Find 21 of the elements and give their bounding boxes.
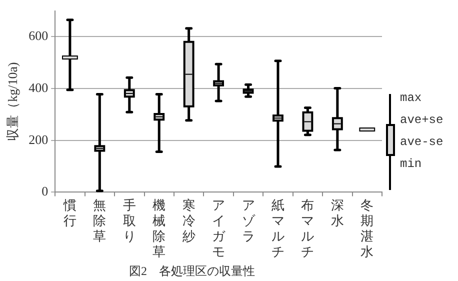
x-tick-label: 無除草 xyxy=(93,197,106,244)
x-tick-label: 冬期湛水 xyxy=(360,197,374,260)
x-tick-label: 機械除草 xyxy=(152,197,166,260)
y-tick-label: 400 xyxy=(28,80,48,95)
x-tick-label: アイガモ xyxy=(212,197,226,260)
text: ave-se xyxy=(400,135,444,149)
text: ave+se xyxy=(400,113,444,127)
y-tick-label: 0 xyxy=(42,184,48,199)
text: 図2 各処理区の収量性 xyxy=(129,264,255,278)
y-axis-title: 収量（kg/10a) xyxy=(5,62,20,141)
text: max xyxy=(400,91,422,105)
x-tick-label: 手取り xyxy=(122,197,136,244)
x-tick-label: アゾラ xyxy=(242,197,256,244)
x-tick-label: 布マルチ xyxy=(301,197,314,260)
x-tick-label: 深水 xyxy=(330,197,344,228)
text: min xyxy=(400,157,422,171)
y-tick-label: 200 xyxy=(28,132,48,147)
y-tick-label: 600 xyxy=(28,28,48,44)
x-tick-label: 紙マルチ xyxy=(271,197,284,260)
x-tick-label: 寒冷紗 xyxy=(182,197,196,244)
x-tick-label: 慣行 xyxy=(62,197,76,228)
